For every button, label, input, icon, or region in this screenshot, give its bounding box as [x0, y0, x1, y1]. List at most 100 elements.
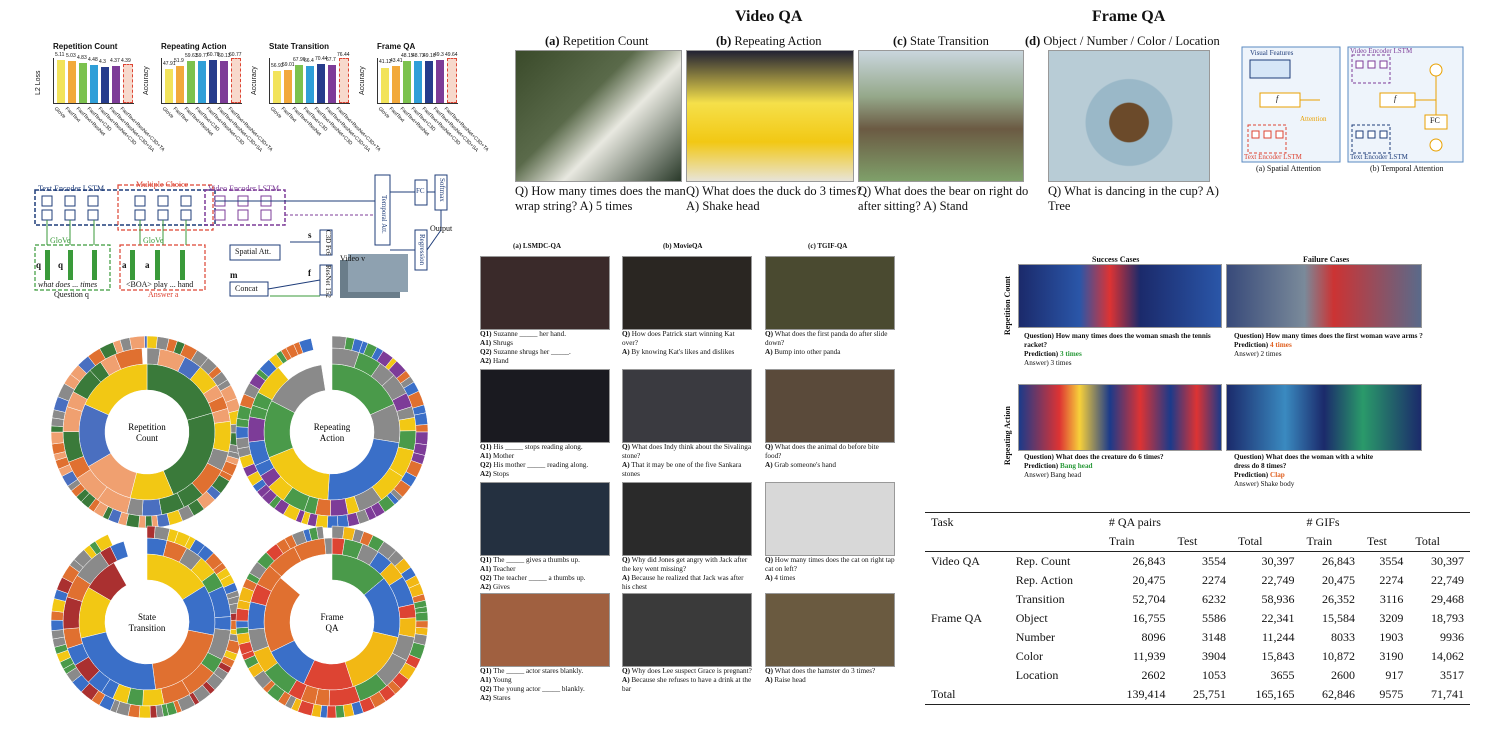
bar-value-label: 59.01	[282, 61, 295, 68]
table-task: Location	[1015, 668, 1059, 682]
sunburst-segment	[330, 498, 349, 517]
dataset-qa: Q) How does Patrick start winning Kat ov…	[622, 330, 752, 357]
table-cell: 8033	[1331, 630, 1356, 644]
qa-marker: A)	[765, 461, 773, 469]
bar	[101, 66, 109, 103]
sunburst-segment	[94, 534, 114, 552]
dataset-image	[622, 593, 752, 667]
sunburst-segment	[50, 619, 64, 631]
att-text-encoder-label: Text Encoder LSTM	[1244, 153, 1302, 161]
sunburst-segment	[413, 412, 428, 426]
sunburst-segment	[316, 526, 325, 540]
dataset-column-title: (b) MovieQA	[663, 242, 703, 250]
sunburst-segment	[212, 421, 232, 453]
dataset-image	[480, 482, 610, 556]
panel-answer: A) 5 times	[579, 199, 633, 213]
case-f2: Question) What does the woman with a whi…	[1234, 453, 1384, 489]
sunburst-segment	[235, 426, 249, 439]
case-f1-prediction-value: 4 times	[1270, 341, 1292, 349]
dataset-qa: Q) How many times does the cat on right …	[765, 556, 895, 583]
sunburst-segment	[235, 620, 249, 629]
sunburst-segment	[146, 525, 156, 539]
dataset-qa-line: A) That it may be one of the five Sankar…	[622, 461, 742, 478]
table-cell: 29,468	[1431, 592, 1464, 606]
table-cell: 1903	[1379, 630, 1404, 644]
table-cell: 22,341	[1261, 611, 1295, 625]
sunburst-segment	[415, 424, 429, 433]
table-row: Color 11,939 3904 15,843 10,872 3190 14,062	[925, 647, 1470, 666]
table-cell: 3554	[1201, 554, 1226, 568]
dataset-image	[480, 256, 610, 330]
panel-image	[1048, 50, 1210, 182]
dataset-column-title: (c) TGIF-QA	[808, 242, 848, 250]
qa-marker: A2)	[480, 470, 492, 478]
dataset-qa-line: A2) Hand	[480, 357, 509, 365]
attention-svg	[1241, 46, 1464, 163]
bar-value-label: 48.73	[412, 52, 425, 59]
dataset-qa-line: A2) Stops	[480, 470, 509, 478]
dataset-qa-line: A) Bump into other panda	[765, 348, 841, 356]
sunburst-segment	[335, 704, 345, 719]
table-cell: 6232	[1201, 592, 1226, 606]
bar	[209, 60, 217, 103]
table-cell: 30,397	[1431, 554, 1464, 568]
failure-title: Failure Cases	[1303, 255, 1350, 264]
dataset-qa-line: Q2) The teacher _____ a thumbs up.	[480, 574, 586, 582]
table-body: Video QA Rep. Count 26,843 3554 30,397 26,843…	[925, 551, 1470, 686]
bar-chart-title: Repetition Count	[53, 42, 118, 51]
case-f2-answer: Answer) Shake body	[1234, 480, 1295, 488]
table-cell: 1053	[1201, 668, 1226, 682]
sunburst-segment	[324, 537, 333, 555]
header-task: Task	[931, 515, 954, 529]
qa-marker: A2)	[480, 694, 492, 702]
table-cell: 30,397	[1261, 554, 1295, 568]
table-group: Video QA	[931, 554, 980, 568]
table-cell: 3116	[1379, 592, 1404, 606]
dataset-image	[765, 482, 895, 556]
row1-label: Repetition Count	[1003, 276, 1012, 335]
bar-chart-ylabel: Accuracy	[359, 66, 366, 95]
qa-marker: A)	[765, 574, 773, 582]
panel-qa: Q) What does the duck do 3 times? A) Sha…	[686, 184, 864, 214]
bar-value-label: 49.3	[434, 52, 444, 59]
bar	[425, 60, 433, 103]
panel-qa: Q) How many times does the man wrap stri…	[515, 184, 692, 214]
output-label: Output	[430, 224, 453, 233]
dataset-image	[765, 593, 895, 667]
dataset-qa-line: Q) How many times does the cat on right …	[765, 556, 895, 573]
bar-value-label: 59.63	[185, 52, 198, 59]
bar-chart-title: Repeating Action	[161, 42, 227, 51]
attention-label: Attention	[1300, 115, 1327, 123]
case-f1-prediction: Prediction) 4 times	[1234, 341, 1434, 350]
table-group	[925, 666, 1010, 685]
spatial-caption: (a) Spatial Attention	[1256, 164, 1321, 173]
table-task: Rep. Action	[1015, 573, 1074, 587]
table-task: Object	[1015, 611, 1048, 625]
case-f2-prediction-label: Prediction)	[1234, 471, 1269, 479]
table-task: Transition	[1015, 592, 1065, 606]
q-words: what does ... times	[38, 280, 98, 289]
bar-value-label: 67.7	[326, 57, 336, 64]
dataset-qa-line: Q1) The _____ actor stares blankly.	[480, 667, 584, 675]
panel-title: (c) State Transition	[893, 34, 989, 49]
bar	[68, 60, 76, 103]
table-cell: 3209	[1379, 611, 1404, 625]
dataset-qa-line: A1) Shrugs	[480, 339, 513, 347]
bar-chart-title: Frame QA	[377, 42, 416, 51]
dataset-qa-line: A) Grab someone's hand	[765, 461, 836, 469]
bar-value-label: 5.11	[55, 52, 65, 59]
q1-label: q	[36, 260, 42, 270]
panel-title: (a) Repetition Count	[545, 34, 648, 49]
panel-title-text: State Transition	[910, 34, 989, 48]
dataset-qa-line: A) Because he realized that Jack was aft…	[622, 574, 744, 591]
qa-marker: A)	[622, 461, 630, 469]
dataset-qa: Q) What does the first panda do after sl…	[765, 330, 895, 357]
bar	[447, 58, 457, 103]
bar	[165, 69, 173, 103]
att-video-encoder-label: Video Encoder LSTM	[1350, 47, 1413, 55]
failure-heatmap-2	[1226, 384, 1422, 451]
table-cell: 18,793	[1431, 611, 1464, 625]
table-row: Transition 52,704 6232 58,936 26,352 3116 29,4…	[925, 590, 1470, 609]
